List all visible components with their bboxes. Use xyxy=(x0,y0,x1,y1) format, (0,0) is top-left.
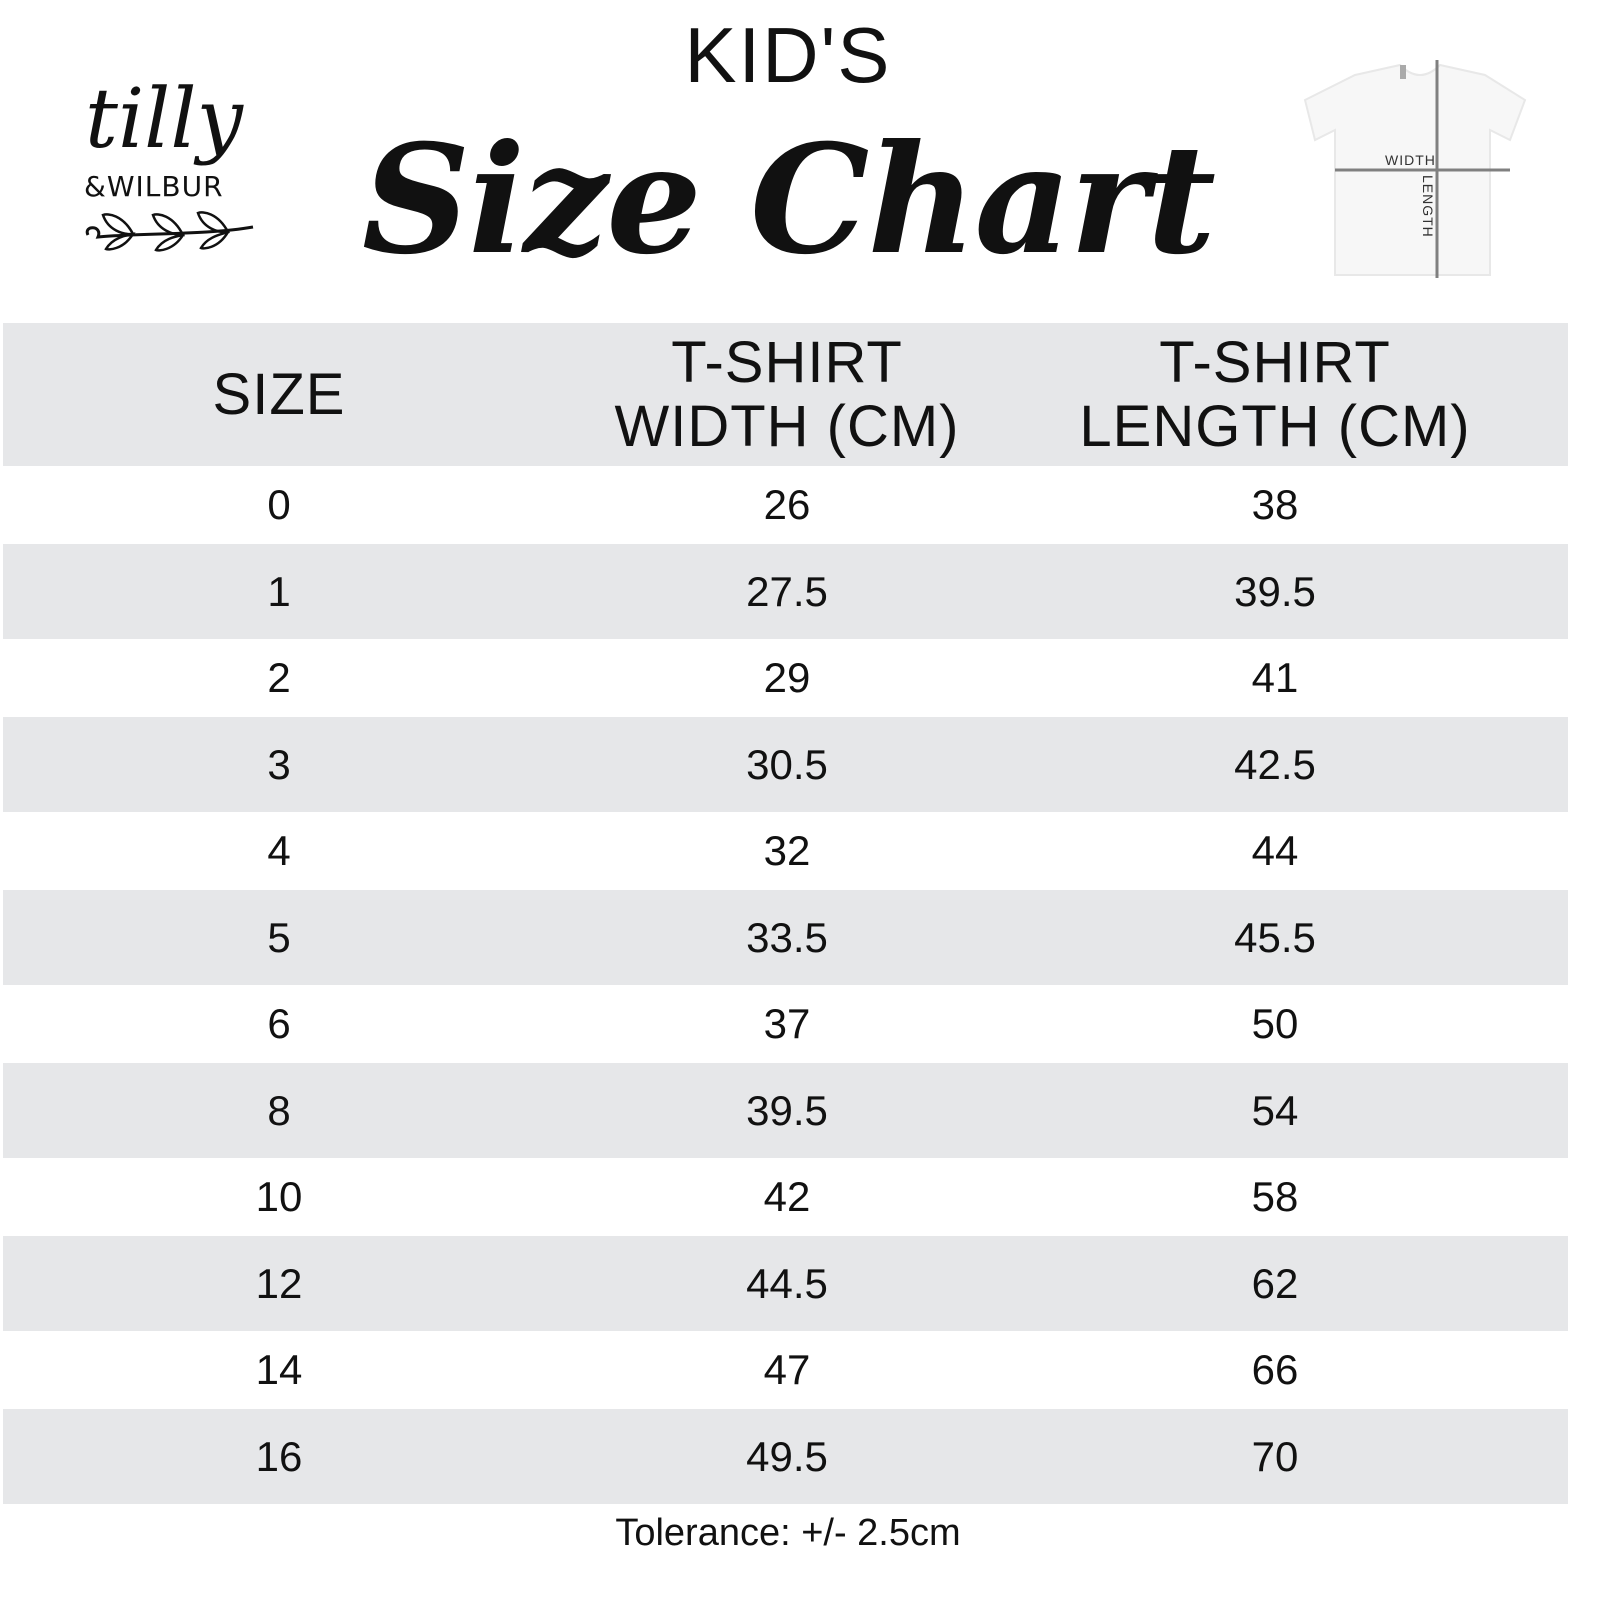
size-cell: 1 xyxy=(267,567,291,615)
width-cell: 33.5 xyxy=(746,913,828,961)
header-length: T-SHIRT LENGTH (CM) xyxy=(1075,323,1475,466)
length-cell: 54 xyxy=(1251,1086,1299,1134)
kicker-heading: KID'S xyxy=(684,11,892,99)
size-table: SIZE T-SHIRT WIDTH (CM) T-SHIRT LENGTH (… xyxy=(3,323,1568,1504)
leaf-branch-icon xyxy=(85,211,254,252)
length-cell: 70 xyxy=(1251,1432,1299,1480)
header-length-line2: LENGTH (CM) xyxy=(1079,393,1471,459)
size-cell: 12 xyxy=(255,1259,303,1307)
size-cell: 16 xyxy=(255,1432,303,1480)
length-cell: 38 xyxy=(1251,481,1299,528)
tshirt-diagram: WIDTH LENGTH xyxy=(1300,60,1540,290)
width-cell: 37 xyxy=(763,1000,811,1047)
length-cell: 66 xyxy=(1251,1346,1299,1393)
length-cell: 44 xyxy=(1251,827,1299,874)
size-cell: 10 xyxy=(255,1173,303,1220)
length-label: LENGTH xyxy=(1420,175,1436,238)
header-size: SIZE xyxy=(212,361,346,427)
width-cell: 44.5 xyxy=(746,1259,828,1307)
width-cell: 27.5 xyxy=(746,567,828,615)
size-cell: 3 xyxy=(267,740,291,788)
width-cell: 29 xyxy=(763,654,811,701)
size-cell: 8 xyxy=(267,1086,291,1134)
length-cell: 62 xyxy=(1251,1259,1299,1307)
length-cell: 42.5 xyxy=(1234,740,1316,788)
size-cell: 5 xyxy=(267,913,291,961)
table-row: 5 33.5 45.5 xyxy=(3,890,1568,985)
table-row: 2 29 41 xyxy=(3,639,1568,717)
width-cell: 42 xyxy=(763,1173,811,1220)
width-cell: 26 xyxy=(763,481,811,528)
table-row: 10 42 58 xyxy=(3,1158,1568,1236)
tshirt-icon xyxy=(1303,60,1527,278)
length-cell: 50 xyxy=(1251,1000,1299,1047)
table-row: 1 27.5 39.5 xyxy=(3,544,1568,639)
table-row: 16 49.5 70 xyxy=(3,1409,1568,1504)
table-row: 3 30.5 42.5 xyxy=(3,717,1568,812)
size-cell: 4 xyxy=(267,827,291,874)
table-row: 12 44.5 62 xyxy=(3,1236,1568,1331)
logo-text-tilly: tilly xyxy=(85,72,243,167)
brand-logo: tilly &WILBUR xyxy=(70,70,270,270)
table-row: 6 37 50 xyxy=(3,985,1568,1063)
table-row: 14 47 66 xyxy=(3,1331,1568,1409)
tolerance-note: Tolerance: +/- 2.5cm xyxy=(615,1512,961,1554)
header-width-line1: T-SHIRT xyxy=(671,329,903,395)
table-row: 8 39.5 54 xyxy=(3,1063,1568,1158)
size-cell: 6 xyxy=(267,1000,291,1047)
width-cell: 30.5 xyxy=(746,740,828,788)
width-cell: 32 xyxy=(763,827,811,874)
table-header: SIZE T-SHIRT WIDTH (CM) T-SHIRT LENGTH (… xyxy=(3,323,1568,466)
table-row: 4 32 44 xyxy=(3,812,1568,890)
size-cell: 0 xyxy=(267,481,291,528)
width-cell: 47 xyxy=(763,1346,811,1393)
length-cell: 39.5 xyxy=(1234,567,1316,615)
logo-text-wilbur: &WILBUR xyxy=(84,170,224,203)
length-cell: 45.5 xyxy=(1234,913,1316,961)
width-label: WIDTH xyxy=(1385,152,1436,168)
size-cell: 2 xyxy=(267,654,291,701)
header-width: T-SHIRT WIDTH (CM) xyxy=(587,323,987,466)
table-row: 0 26 38 xyxy=(3,466,1568,544)
length-cell: 58 xyxy=(1251,1173,1299,1220)
header-width-line2: WIDTH (CM) xyxy=(614,393,960,459)
size-cell: 14 xyxy=(255,1346,303,1393)
length-cell: 41 xyxy=(1251,654,1299,701)
header-length-line1: T-SHIRT xyxy=(1159,329,1391,395)
page-title: Size Chart xyxy=(361,112,1216,288)
width-cell: 49.5 xyxy=(746,1432,828,1480)
width-cell: 39.5 xyxy=(746,1086,828,1134)
